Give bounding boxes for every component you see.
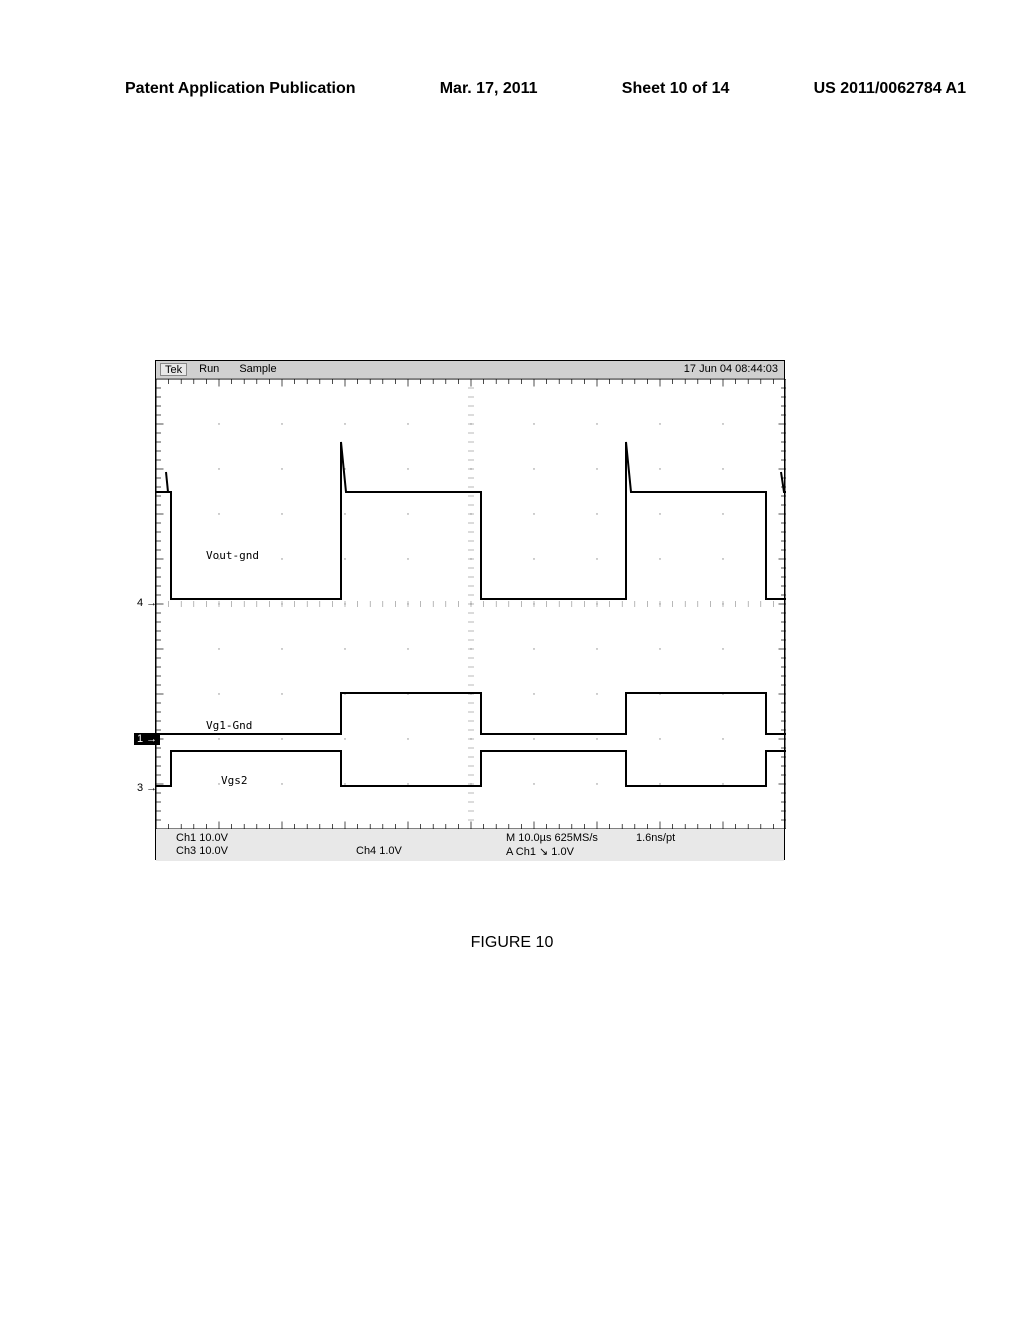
channel-marker-1: 1 → [134, 733, 160, 745]
scope-display: 4 → 1 → 3 → Vout-gnd Vg1-Gnd Vgs2 [156, 379, 784, 829]
sample-mode: Sample [239, 363, 276, 376]
footer-ch3: Ch3 10.0V [176, 845, 228, 857]
oscilloscope-screenshot: Tek Run Sample 17 Jun 04 08:44:03 4 → 1 … [155, 360, 785, 860]
pub-number: US 2011/0062784 A1 [814, 80, 966, 98]
footer-ch1: Ch1 10.0V [176, 832, 228, 844]
scope-waveforms [156, 379, 786, 829]
footer-resolution: 1.6ns/pt [636, 832, 675, 844]
scope-brand: Tek [160, 363, 187, 376]
scope-footer: Ch1 10.0V Ch3 10.0V Ch4 1.0V M 10.0µs 62… [156, 829, 784, 861]
scope-timestamp: 17 Jun 04 08:44:03 [684, 363, 778, 375]
page-header: Patent Application Publication Mar. 17, … [125, 80, 966, 98]
run-status: Run [199, 363, 219, 376]
pub-date: Mar. 17, 2011 [440, 80, 538, 98]
trace-label-vg1: Vg1-Gnd [206, 719, 252, 732]
channel-marker-4: 4 → [134, 597, 160, 609]
footer-ch4: Ch4 1.0V [356, 845, 402, 857]
footer-trigger: A Ch1 ↘ 1.0V [506, 845, 574, 858]
channel-marker-3: 3 → [134, 782, 160, 794]
trace-label-vgs2: Vgs2 [221, 774, 248, 787]
trace-label-vout: Vout-gnd [206, 549, 259, 562]
footer-timebase: M 10.0µs 625MS/s [506, 832, 598, 844]
pub-type: Patent Application Publication [125, 80, 356, 98]
scope-topbar: Tek Run Sample 17 Jun 04 08:44:03 [156, 361, 784, 379]
figure-caption: FIGURE 10 [0, 934, 1024, 952]
sheet-info: Sheet 10 of 14 [622, 80, 730, 98]
